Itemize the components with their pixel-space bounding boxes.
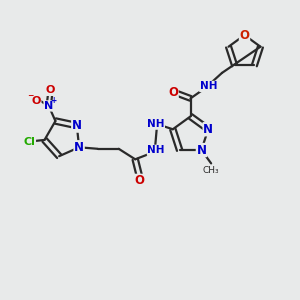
Text: N: N xyxy=(44,101,53,111)
Text: NH: NH xyxy=(148,145,165,155)
Text: N: N xyxy=(72,119,82,132)
Text: +: + xyxy=(51,96,57,105)
Text: NH: NH xyxy=(147,119,164,129)
Text: Cl: Cl xyxy=(23,136,35,146)
Text: O: O xyxy=(32,95,41,106)
Text: O: O xyxy=(239,28,250,42)
Text: N: N xyxy=(74,141,84,154)
Text: O: O xyxy=(168,86,178,100)
Text: NH: NH xyxy=(200,81,217,92)
Text: O: O xyxy=(135,174,145,188)
Text: −: − xyxy=(27,92,33,100)
Text: O: O xyxy=(46,85,55,95)
Text: N: N xyxy=(203,123,213,136)
Text: CH₃: CH₃ xyxy=(203,167,219,176)
Text: N: N xyxy=(196,143,206,157)
